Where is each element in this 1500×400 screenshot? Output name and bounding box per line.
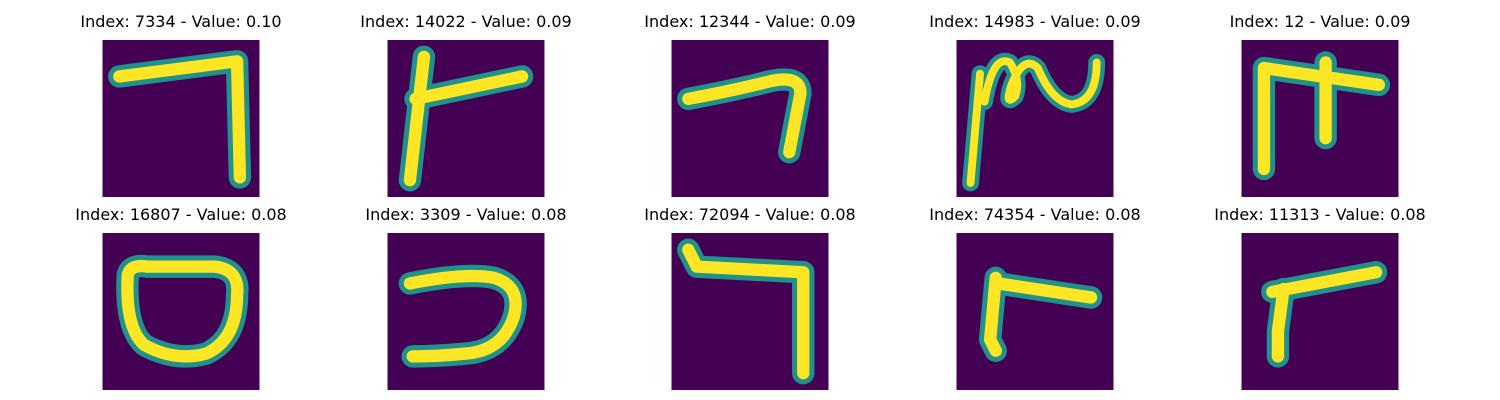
grid-panel: Index: 74354 - Value: 0.08 [929, 205, 1141, 395]
grid-panel: Index: 72094 - Value: 0.08 [644, 205, 856, 395]
seven-shape-image [671, 233, 829, 390]
fork-shape-image [1241, 40, 1399, 197]
l-shape-image [956, 233, 1114, 390]
panel-title: Index: 14983 - Value: 0.09 [929, 12, 1141, 31]
grid-panel: Index: 14983 - Value: 0.09 [929, 12, 1141, 202]
grid-panel: Index: 12344 - Value: 0.09 [644, 12, 856, 202]
grid-panel: Index: 3309 - Value: 0.08 [365, 205, 567, 395]
grid-panel: Index: 16807 - Value: 0.08 [75, 205, 287, 395]
grid-panel: Index: 7334 - Value: 0.10 [80, 12, 282, 202]
reversed-c-shape-image [387, 233, 545, 390]
panel-title: Index: 12 - Value: 0.09 [1229, 12, 1411, 31]
panel-title: Index: 11313 - Value: 0.08 [1214, 205, 1426, 224]
panel-title: Index: 16807 - Value: 0.08 [75, 205, 287, 224]
wave-shape-image [956, 40, 1114, 197]
l-shape-image [1241, 233, 1399, 390]
panel-title: Index: 12344 - Value: 0.09 [644, 12, 856, 31]
seven-shape-image [671, 40, 829, 197]
cross-shape-image [387, 40, 545, 197]
panel-title: Index: 3309 - Value: 0.08 [365, 205, 567, 224]
grid-panel: Index: 12 - Value: 0.09 [1230, 12, 1410, 202]
seven-shape-image [102, 40, 260, 197]
grid-panel: Index: 11313 - Value: 0.08 [1214, 205, 1426, 395]
panel-title: Index: 74354 - Value: 0.08 [929, 205, 1141, 224]
panel-title: Index: 14022 - Value: 0.09 [360, 12, 572, 31]
zero-shape-image [102, 233, 260, 390]
grid-panel: Index: 14022 - Value: 0.09 [360, 12, 572, 202]
panel-title: Index: 7334 - Value: 0.10 [80, 12, 282, 31]
panel-title: Index: 72094 - Value: 0.08 [644, 205, 856, 224]
